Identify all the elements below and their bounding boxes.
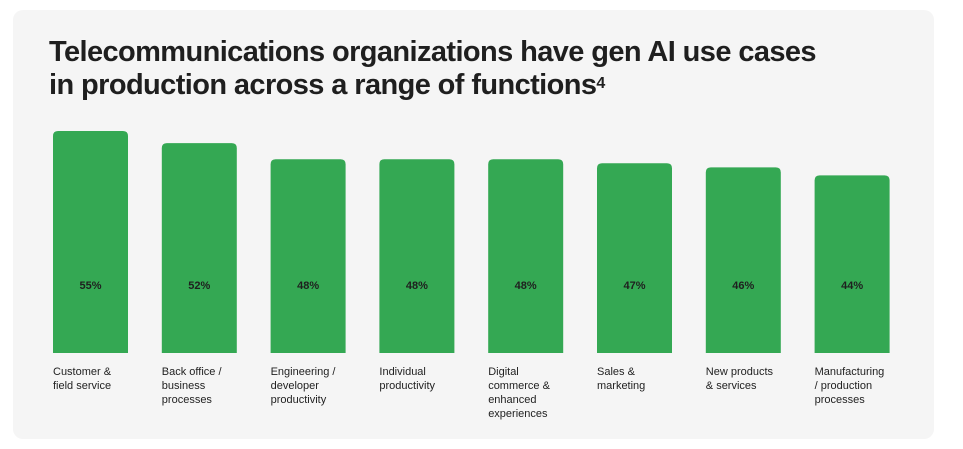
category-label-0-line-0: Customer & [53,366,112,378]
category-label-3-line-1: productivity [379,380,435,392]
category-label-0-line-1: field service [53,380,111,392]
footnote-marker: 4 [596,75,605,92]
bar-6 [705,167,781,353]
bar-value-label-2: 48% [297,280,319,292]
category-label-4-line-0: Digital [488,366,519,378]
bar-7 [814,175,890,353]
chart-title-line-1: Telecommunications organizations have ge… [49,36,817,68]
category-label-1-line-0: Back office / [162,366,223,378]
bar-1 [161,143,237,353]
category-label-7-line-2: processes [815,394,866,406]
category-label-4-line-2: enhanced [488,394,536,406]
category-label-1-line-2: processes [162,394,213,406]
category-label-7-line-1: / production [815,380,872,392]
category-label-2-line-0: Engineering / [271,366,337,378]
category-label-5-line-1: marketing [597,380,645,392]
category-label-6-line-0: New products [706,366,774,378]
bar-4 [488,159,564,353]
chart-title-line-2: in production across a range of function… [49,69,909,102]
bar-value-label-5: 47% [623,280,645,292]
bar-value-label-3: 48% [406,280,428,292]
bar-value-label-1: 52% [188,280,210,292]
category-label-6-line-1: & services [706,380,757,392]
bar-2 [270,159,346,353]
bar-value-label-7: 44% [841,280,863,292]
category-label-1-line-1: business [162,380,206,392]
bar-value-label-6: 46% [732,280,754,292]
chart-title: Telecommunications organizations have ge… [49,36,909,102]
category-label-5-line-0: Sales & [597,366,636,378]
bar-0 [53,131,128,353]
category-label-7-line-0: Manufacturing [815,366,885,378]
category-label-4-line-1: commerce & [488,380,550,392]
category-label-3-line-0: Individual [379,366,425,378]
chart-title-line-2-text: in production across a range of function… [49,69,597,101]
bar-value-label-0: 55% [79,280,101,292]
category-label-2-line-1: developer [271,380,320,392]
bar-value-label-4: 48% [515,280,537,292]
bar-3 [379,159,455,353]
bar-5 [597,163,672,353]
category-label-2-line-2: productivity [271,394,327,406]
category-label-4-line-3: experiences [488,408,548,420]
